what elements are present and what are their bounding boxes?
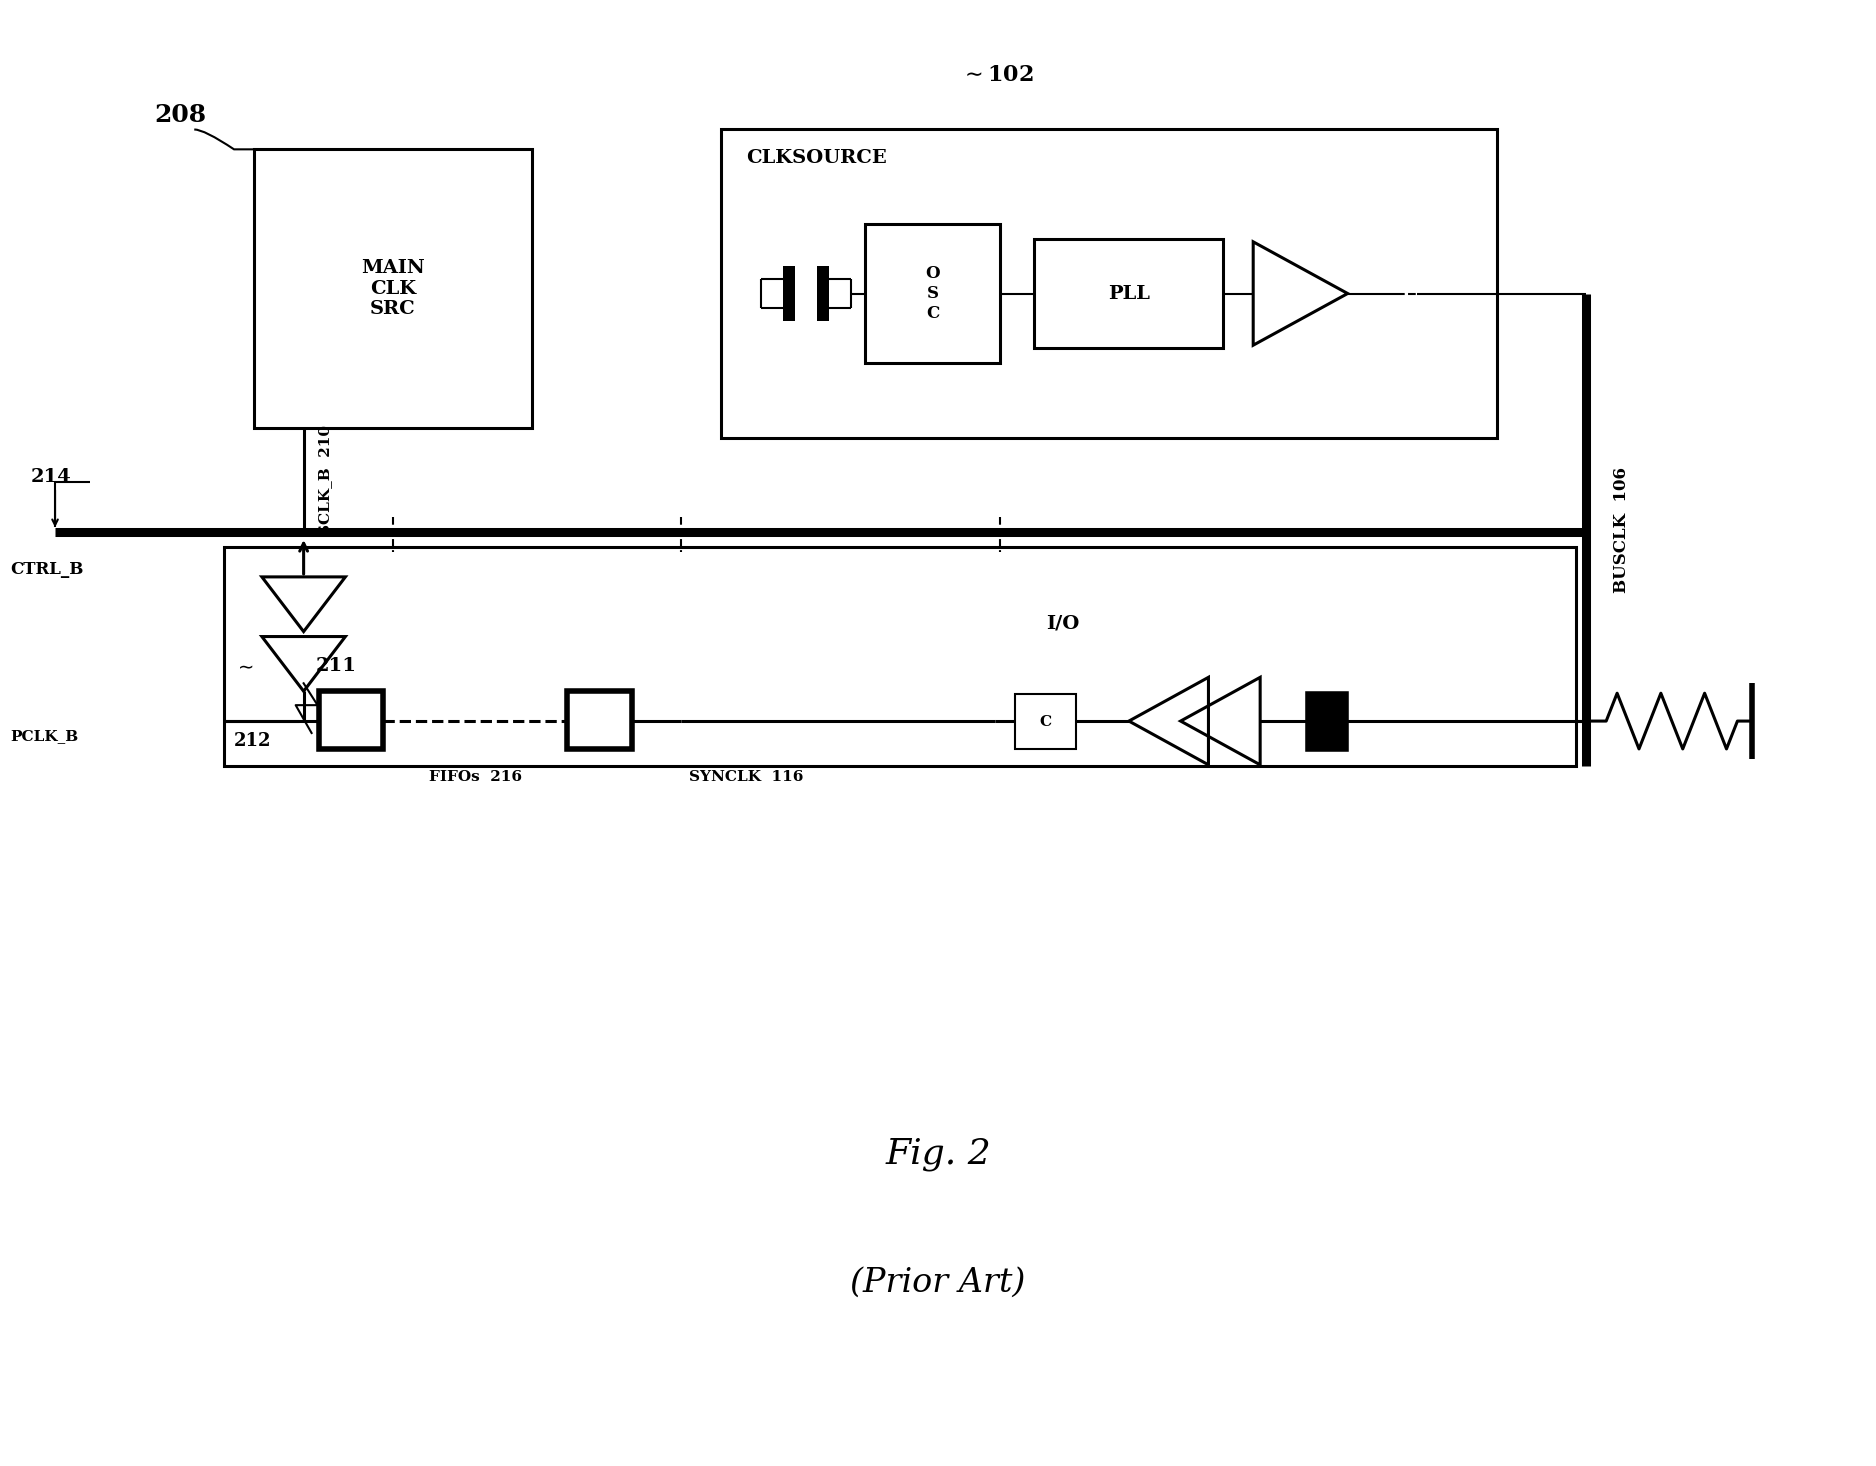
Text: (Prior Art): (Prior Art) <box>850 1267 1026 1299</box>
Text: I/O: I/O <box>1045 614 1079 633</box>
Text: C: C <box>1039 714 1051 729</box>
Text: MAIN
CLK
SRC: MAIN CLK SRC <box>362 258 426 318</box>
Text: 212: 212 <box>234 732 272 751</box>
Text: SCLK_B  210: SCLK_B 210 <box>319 425 332 535</box>
Text: BUSCLK  106: BUSCLK 106 <box>1613 466 1630 592</box>
Bar <box>865 224 1000 364</box>
Text: SYNCLK  116: SYNCLK 116 <box>688 770 803 784</box>
Text: O
S
C: O S C <box>925 265 940 321</box>
Bar <box>782 267 795 321</box>
Bar <box>1308 695 1345 749</box>
Bar <box>223 547 1576 765</box>
Text: 211: 211 <box>315 657 356 676</box>
Bar <box>816 267 829 321</box>
Bar <box>253 150 533 428</box>
Bar <box>1015 695 1077 749</box>
Text: $\sim$: $\sim$ <box>234 657 253 676</box>
Bar <box>720 129 1497 438</box>
Text: CLKSOURCE: CLKSOURCE <box>747 150 887 167</box>
Text: PLL: PLL <box>1109 284 1150 302</box>
Text: Fig. 2: Fig. 2 <box>885 1136 991 1170</box>
Text: CTRL_B: CTRL_B <box>9 561 84 579</box>
Bar <box>1034 239 1223 349</box>
Bar <box>567 692 632 749</box>
Text: FIFOs  216: FIFOs 216 <box>428 770 522 784</box>
Text: 214: 214 <box>30 469 71 487</box>
Text: $\sim$102: $\sim$102 <box>961 63 1034 86</box>
Text: 208: 208 <box>154 103 206 126</box>
Bar <box>319 692 383 749</box>
Text: PCLK_B: PCLK_B <box>9 729 79 743</box>
